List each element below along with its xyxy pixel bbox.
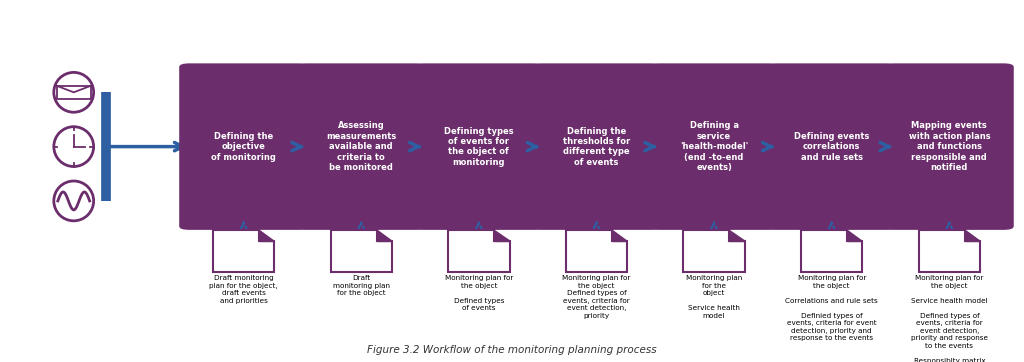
Text: Monitoring plan for
the object
Defined types of
events, criteria for
event detec: Monitoring plan for the object Defined t… — [562, 275, 631, 319]
Polygon shape — [331, 230, 392, 272]
Polygon shape — [801, 230, 862, 272]
Polygon shape — [449, 230, 510, 272]
Polygon shape — [847, 230, 862, 241]
Text: Defining events
correlations
and rule sets: Defining events correlations and rule se… — [794, 132, 869, 161]
Text: Mapping events
with action plans
and functions
responsible and
notified: Mapping events with action plans and fun… — [908, 121, 990, 172]
FancyBboxPatch shape — [415, 63, 544, 230]
Polygon shape — [565, 230, 627, 272]
Text: Figure 3.2 Workflow of the monitoring planning process: Figure 3.2 Workflow of the monitoring pl… — [368, 345, 656, 355]
Text: Monitoring plan for
the object

Correlations and rule sets

Definied types of
ev: Monitoring plan for the object Correlati… — [785, 275, 879, 341]
FancyBboxPatch shape — [179, 63, 308, 230]
FancyBboxPatch shape — [885, 63, 1014, 230]
FancyBboxPatch shape — [532, 63, 660, 230]
FancyBboxPatch shape — [767, 63, 896, 230]
Text: Draft
monitoring plan
for the object: Draft monitoring plan for the object — [333, 275, 390, 296]
Text: Defining a
service
'health-model'
(end -to-end
events): Defining a service 'health-model' (end -… — [680, 121, 749, 172]
FancyBboxPatch shape — [649, 63, 778, 230]
Text: Monitoring plan for
the object

Service health model

Defined types of
events, c: Monitoring plan for the object Service h… — [910, 275, 988, 362]
Polygon shape — [919, 230, 980, 272]
Polygon shape — [259, 230, 274, 241]
Text: Defining types
of events for
the object of
monitoring: Defining types of events for the object … — [444, 126, 514, 167]
Polygon shape — [965, 230, 980, 241]
Text: Draft monitoring
plan for the object,
draft events
and priorities: Draft monitoring plan for the object, dr… — [209, 275, 278, 304]
Polygon shape — [213, 230, 274, 272]
Text: Defining the
thresholds for
different type
of events: Defining the thresholds for different ty… — [563, 126, 630, 167]
Polygon shape — [495, 230, 510, 241]
Polygon shape — [729, 230, 744, 241]
Polygon shape — [683, 230, 744, 272]
Bar — [56, 86, 91, 99]
Text: Monitoring plan for
the object

Defined types
of events: Monitoring plan for the object Defined t… — [444, 275, 513, 311]
FancyBboxPatch shape — [297, 63, 426, 230]
Text: Assessing
measurements
available and
criteria to
be monitored: Assessing measurements available and cri… — [326, 121, 396, 172]
Polygon shape — [377, 230, 392, 241]
Polygon shape — [612, 230, 627, 241]
Text: Defining the
objective
of monitoring: Defining the objective of monitoring — [211, 132, 276, 161]
Text: Monitoring plan
for the
object

Service health
model: Monitoring plan for the object Service h… — [686, 275, 742, 319]
